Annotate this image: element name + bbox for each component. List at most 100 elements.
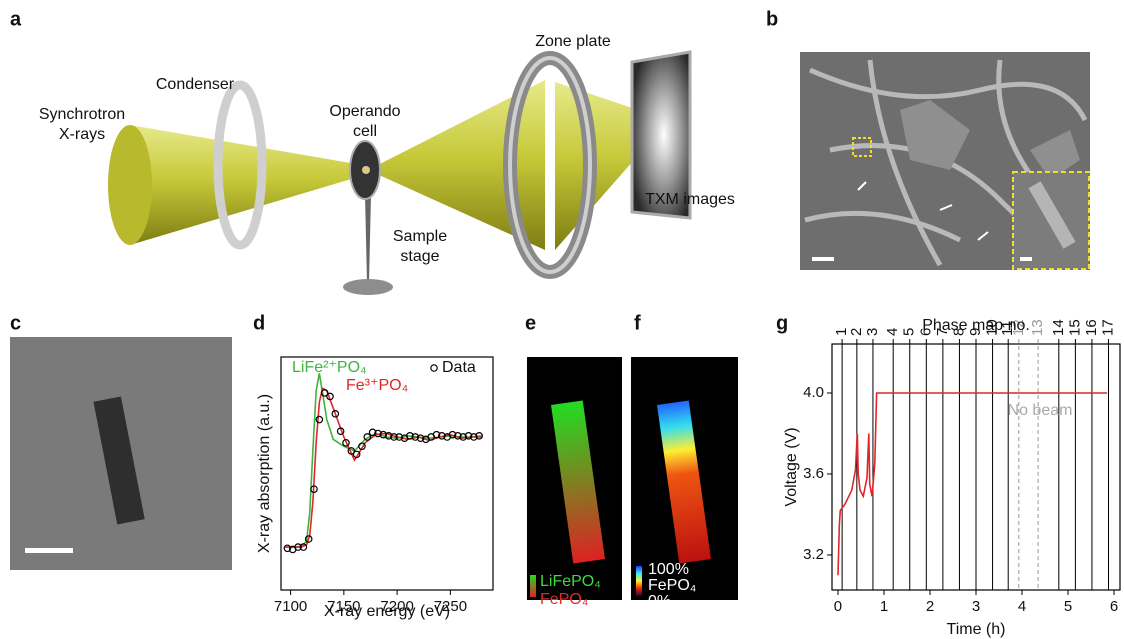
data-point <box>438 432 446 440</box>
diagram-label: stage <box>400 248 439 265</box>
colorbar <box>636 566 642 596</box>
x2-tick-label: 1 <box>833 328 850 336</box>
condenser-ring <box>213 80 267 250</box>
series-line <box>837 392 1108 576</box>
data-point <box>390 433 398 441</box>
data-point <box>448 430 457 439</box>
x-axis-label: X-ray energy (eV) <box>324 603 450 620</box>
colorbar-label: LiFePO₄ <box>540 573 601 590</box>
diagram-label: Operando <box>329 103 400 120</box>
x-tick-label: 4 <box>1018 598 1026 615</box>
data-point <box>358 442 366 451</box>
x2-tick-label: 8 <box>950 328 967 336</box>
x2-tick-label: 13 <box>1029 319 1046 336</box>
x-tick-label: 2 <box>926 598 934 615</box>
data-point <box>352 450 361 459</box>
data-point <box>342 438 350 447</box>
data-point <box>320 389 329 397</box>
data-point <box>368 428 377 437</box>
y-tick-label: 3.2 <box>803 546 824 563</box>
diagram-label: TXM images <box>645 191 735 208</box>
x-tick-label: 3 <box>972 598 980 615</box>
x2-tick-label: 16 <box>1083 319 1100 336</box>
legend-label: Fe³⁺PO₄ <box>346 377 408 394</box>
data-point <box>406 432 414 440</box>
condenser-cone <box>130 125 368 245</box>
data-point <box>470 433 478 441</box>
colorbar-label: FePO₄ <box>540 591 588 608</box>
sem-fibers <box>804 59 1088 267</box>
phase-map-f <box>631 357 738 600</box>
x2-tick-label: 5 <box>901 328 918 336</box>
map-particle <box>657 400 711 564</box>
panel-label: d <box>253 312 265 334</box>
data-point <box>310 485 318 493</box>
data-point <box>294 543 302 551</box>
legend-label: Data <box>442 359 476 376</box>
data-point <box>347 447 356 455</box>
data-point <box>459 433 467 441</box>
data-point <box>336 427 345 435</box>
objective-cone <box>368 80 545 250</box>
stage-base <box>343 279 393 295</box>
data-point <box>283 544 292 553</box>
x2-tick-label: 12 <box>1010 319 1027 336</box>
scale-bar <box>25 548 73 553</box>
data-point <box>464 432 473 440</box>
legend-label: LiFe²⁺PO₄ <box>292 359 367 376</box>
y-tick-label: 3.6 <box>803 465 824 482</box>
panel-label: e <box>525 312 536 334</box>
diagram-label: X-rays <box>59 126 105 143</box>
stage-post <box>365 195 371 282</box>
x-tick-label: 7250 <box>434 598 467 615</box>
x2-axis-label: Phase map no. <box>922 317 1030 334</box>
phase-map-e <box>527 357 622 600</box>
panel-label: g <box>776 312 788 334</box>
x2-tick-label: 17 <box>1099 319 1116 336</box>
inset-particle <box>1028 181 1076 249</box>
y-axis-label: Voltage (V) <box>783 427 800 506</box>
x-tick-label: 7100 <box>274 598 307 615</box>
diagram-label: Zone plate <box>535 33 611 50</box>
colorbar <box>530 575 536 597</box>
x2-tick-label: 11 <box>999 320 1016 336</box>
data-point <box>475 432 483 440</box>
x2-tick-label: 9 <box>967 328 984 336</box>
scale-bar <box>1020 257 1032 261</box>
cell-window <box>362 166 370 174</box>
panel-label: c <box>10 312 21 334</box>
annotation: No beam <box>1008 402 1073 419</box>
detector-screen <box>630 50 692 220</box>
x2-tick-label: 3 <box>864 328 881 336</box>
y-axis-label: X-ray absorption (a.u.) <box>256 394 273 553</box>
data-point <box>411 433 420 441</box>
x2-tick-label: 14 <box>1050 319 1067 336</box>
data-point <box>363 433 372 441</box>
x-tick-label: 7200 <box>380 598 413 615</box>
x-tick-label: 0 <box>834 598 842 615</box>
data-point <box>315 415 324 424</box>
diagram-label: Sample <box>393 228 447 245</box>
scale-bar <box>812 257 834 261</box>
zone-plate-rim <box>508 56 592 274</box>
sem-arrows <box>857 181 989 241</box>
txm-particle <box>93 396 145 525</box>
txm-image <box>10 337 232 570</box>
data-point <box>416 434 425 442</box>
plot-frame <box>280 356 494 591</box>
diagram-label: Condenser <box>156 76 235 93</box>
colorbar-label: FePO₄ <box>648 577 696 594</box>
data-point <box>299 543 308 551</box>
data-point <box>432 430 441 439</box>
x2-tick-label: 2 <box>848 328 865 336</box>
x-tick-label: 5 <box>1064 598 1072 615</box>
data-point <box>384 432 393 440</box>
colorbar-label: 100% <box>648 561 689 578</box>
data-point <box>304 535 313 543</box>
legend-marker <box>430 364 438 372</box>
sem-image <box>800 52 1090 270</box>
x-tick-label: 7150 <box>327 598 360 615</box>
colorbar-label: 0% <box>648 593 671 610</box>
data-point <box>454 432 462 440</box>
